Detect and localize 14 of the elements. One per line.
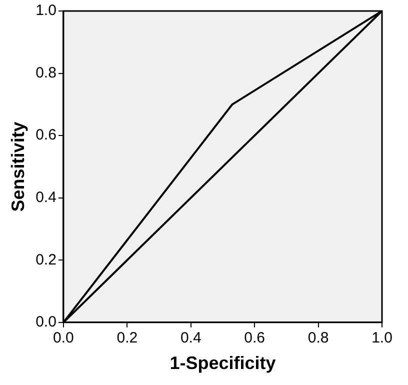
x-axis-title: 1-Specificity [170,353,276,374]
y-tick-label: 0.8 [36,64,56,82]
y-tick-label: 0.6 [36,126,56,144]
y-axis-title: Sensitivity [8,122,28,212]
y-tick-label: 0.2 [36,251,56,268]
x-tick-label: 1.0 [372,330,392,347]
y-tick-label: 1.0 [36,2,56,20]
x-tick-label: 0.6 [244,330,266,347]
y-tick-label: 0.0 [36,314,56,331]
x-tick-label: 0.2 [116,330,138,347]
x-tick-label: 0.8 [308,330,329,347]
y-tick-label: 0.4 [36,188,56,206]
x-tick-label: 0.0 [53,330,74,347]
x-tick-label: 0.4 [180,330,202,347]
